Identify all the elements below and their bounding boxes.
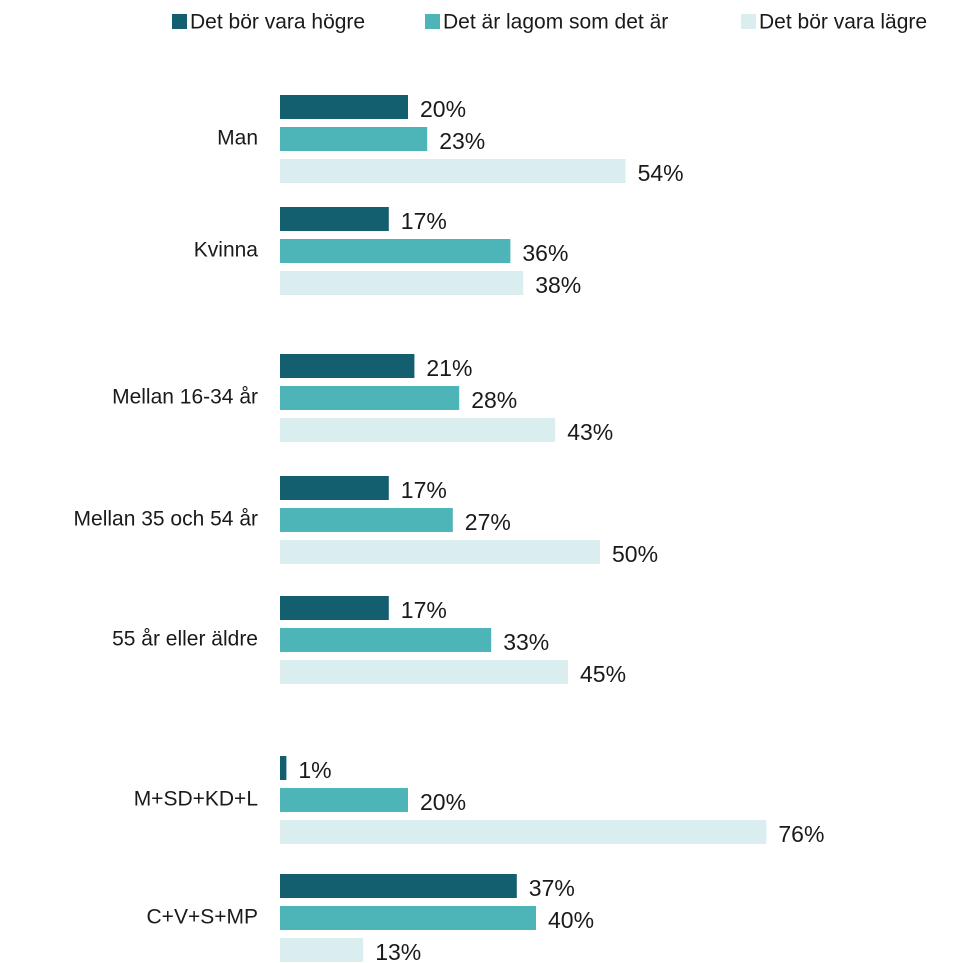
category-label: C+V+S+MP xyxy=(147,906,258,929)
value-label: 17% xyxy=(401,208,447,234)
bar xyxy=(280,418,556,442)
value-label: 36% xyxy=(522,240,568,266)
value-label: 20% xyxy=(420,789,466,815)
bar xyxy=(280,660,568,684)
bar xyxy=(280,938,364,962)
value-label: 43% xyxy=(567,419,613,445)
bar xyxy=(280,820,767,844)
legend-label: Det är lagom som det är xyxy=(443,11,668,34)
bar xyxy=(280,95,408,119)
value-label: 40% xyxy=(548,907,594,933)
category-label: Mellan 16-34 år xyxy=(112,386,258,409)
value-label: 33% xyxy=(503,629,549,655)
bar xyxy=(280,906,536,930)
value-label: 50% xyxy=(612,541,658,567)
value-label: 28% xyxy=(471,387,517,413)
legend-swatch xyxy=(741,14,756,29)
value-label: 76% xyxy=(778,821,824,847)
bar xyxy=(280,354,415,378)
bar xyxy=(280,271,524,295)
value-label: 54% xyxy=(638,160,684,186)
legend-swatch xyxy=(425,14,440,29)
bar xyxy=(280,159,626,183)
legend-label: Det bör vara högre xyxy=(190,11,365,34)
value-label: 45% xyxy=(580,661,626,687)
value-label: 20% xyxy=(420,96,466,122)
bar xyxy=(280,756,287,780)
legend-swatch xyxy=(172,14,187,29)
category-label: Man xyxy=(217,127,258,150)
value-label: 27% xyxy=(465,509,511,535)
value-label: 37% xyxy=(529,875,575,901)
bar xyxy=(280,127,428,151)
value-label: 21% xyxy=(426,355,472,381)
legend-label: Det bör vara lägre xyxy=(759,11,927,34)
category-label: Kvinna xyxy=(194,239,259,262)
value-label: 23% xyxy=(439,128,485,154)
value-label: 13% xyxy=(375,939,421,963)
bar xyxy=(280,207,389,231)
bar xyxy=(280,540,600,564)
bar xyxy=(280,508,453,532)
bar xyxy=(280,386,460,410)
value-label: 1% xyxy=(298,757,331,783)
bar xyxy=(280,788,408,812)
category-label: 55 år eller äldre xyxy=(112,628,258,651)
value-label: 38% xyxy=(535,272,581,298)
value-label: 17% xyxy=(401,597,447,623)
bar xyxy=(280,874,517,898)
bar xyxy=(280,596,389,620)
category-label: M+SD+KD+L xyxy=(134,788,258,811)
value-label: 17% xyxy=(401,477,447,503)
bar xyxy=(280,239,511,263)
category-label: Mellan 35 och 54 år xyxy=(74,508,258,531)
bar xyxy=(280,476,389,500)
bar xyxy=(280,628,492,652)
